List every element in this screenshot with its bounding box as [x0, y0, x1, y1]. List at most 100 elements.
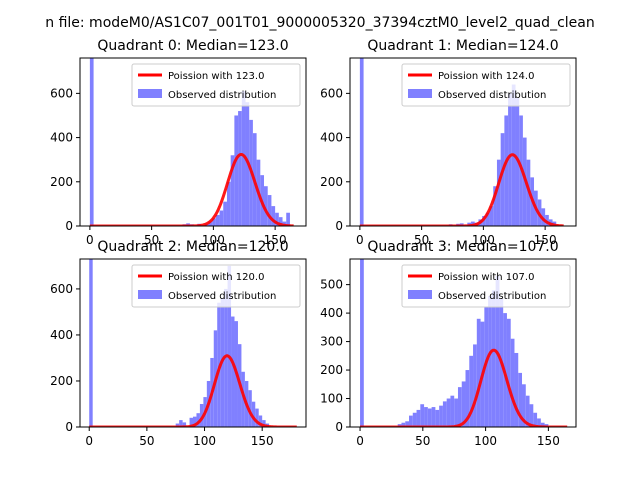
- y-tick-label: 200: [320, 363, 343, 377]
- x-tick-label: 150: [534, 233, 557, 247]
- histogram-bar: [518, 372, 523, 427]
- histogram-bar: [223, 201, 227, 226]
- plot-area: [88, 259, 298, 427]
- histogram-bar: [439, 405, 443, 427]
- histogram-bar: [267, 195, 272, 226]
- x-tick-label: 0: [356, 233, 364, 247]
- x-tick-label: 50: [139, 434, 154, 448]
- histogram-bar: [446, 398, 451, 427]
- poisson-curve: [88, 354, 298, 427]
- y-tick-label: 600: [50, 86, 73, 100]
- histogram-bar: [491, 290, 496, 427]
- histogram-bar: [482, 216, 486, 226]
- y-tick-label: 400: [320, 306, 343, 320]
- legend-frame: [401, 63, 571, 107]
- histogram-bar: [504, 115, 509, 226]
- histogram-bar: [241, 91, 246, 226]
- y-tick-label: 0: [335, 420, 343, 434]
- histogram-bar: [286, 212, 290, 226]
- histogram-bar: [493, 186, 497, 226]
- histogram-bar: [271, 206, 276, 226]
- subplot-title: Quadrant 2: Median=120.0: [97, 239, 288, 255]
- histogram-bar: [255, 408, 259, 427]
- legend-patch-swatch: [408, 89, 432, 98]
- subplot-title: Quadrant 0: Median=123.0: [97, 38, 288, 54]
- histogram-bar: [219, 210, 224, 226]
- y-tick-label: 200: [320, 175, 343, 189]
- legend-frame: [131, 63, 301, 107]
- figure-suptitle: n file: modeM0/AS1C07_001T01_9000005320_…: [45, 15, 594, 31]
- histogram-bar: [241, 371, 245, 427]
- histogram-bar: [431, 407, 436, 427]
- histogram-bar: [275, 212, 279, 226]
- histogram-bar: [264, 186, 268, 226]
- legend-patch-swatch: [138, 89, 162, 98]
- histogram-bar: [533, 412, 538, 427]
- histogram-bar: [427, 408, 432, 427]
- histogram-bar: [227, 265, 232, 427]
- legend-label-observed: Observed distribution: [168, 90, 276, 101]
- histogram-bar: [412, 412, 417, 427]
- histogram-bar: [424, 407, 428, 427]
- histogram-bar: [500, 133, 505, 226]
- legend: Poission with 107.0 Observed distribution: [401, 264, 571, 308]
- histogram-bar: [179, 420, 183, 427]
- histogram-bar: [208, 221, 213, 226]
- y-tick-label: 0: [335, 219, 343, 233]
- histogram-bar: [476, 318, 481, 427]
- x-tick-label: 0: [85, 434, 93, 448]
- histogram-bar: [278, 217, 283, 226]
- histogram-bar: [450, 395, 455, 427]
- histogram-bar: [262, 420, 266, 427]
- histogram-bar: [238, 111, 242, 226]
- histogram-bar: [540, 422, 545, 427]
- y-tick-label: 100: [320, 392, 343, 406]
- histogram-bar: [359, 58, 364, 226]
- x-tick-label: 150: [251, 434, 274, 448]
- legend-frame: [401, 264, 571, 308]
- histogram-bar: [224, 288, 228, 427]
- plot-area: [359, 259, 568, 427]
- x-tick-label: 100: [193, 434, 216, 448]
- y-tick-label: 500: [320, 278, 343, 292]
- histogram-bar: [488, 296, 492, 427]
- legend: Poission with 123.0 Observed distribution: [131, 63, 301, 107]
- histogram-bar: [496, 159, 501, 226]
- histogram-bar: [420, 404, 425, 427]
- histogram-bar: [454, 398, 458, 427]
- histogram-bar: [251, 401, 256, 427]
- subplot-title: Quadrant 1: Median=124.0: [367, 38, 558, 54]
- y-tick-label: 200: [50, 374, 73, 388]
- y-tick-label: 400: [320, 131, 343, 145]
- legend: Poission with 120.0 Observed distribution: [131, 264, 301, 308]
- legend: Poission with 124.0 Observed distribution: [401, 63, 571, 107]
- legend-label-poisson: Poission with 107.0: [438, 272, 534, 283]
- histogram-bar: [529, 404, 534, 427]
- y-tick-label: 400: [50, 131, 73, 145]
- histogram-bar: [537, 418, 541, 427]
- x-tick-label: 0: [356, 434, 364, 448]
- y-tick-label: 600: [50, 282, 73, 296]
- legend-label-observed: Observed distribution: [168, 291, 276, 302]
- x-tick-label: 100: [202, 233, 225, 247]
- histogram-bar: [525, 395, 530, 427]
- histogram-bar: [510, 338, 515, 427]
- histogram-bar: [508, 93, 512, 226]
- histogram-bar: [469, 355, 474, 427]
- x-tick-label: 50: [144, 233, 159, 247]
- histogram-bar: [212, 218, 216, 226]
- subplot-quadrant-2: Quadrant 2: Median=120.0 0 50 100 150 0 200 400…: [50, 239, 307, 448]
- histogram-bar: [230, 155, 235, 226]
- legend-label-poisson: Poission with 120.0: [168, 272, 264, 283]
- histogram-bar: [199, 403, 204, 427]
- legend-label-observed: Observed distribution: [438, 291, 546, 302]
- axes-frame: [349, 258, 577, 428]
- histogram-bar: [506, 318, 511, 427]
- histogram-bar: [485, 212, 490, 226]
- histogram-bar: [401, 422, 406, 427]
- histogram-bar: [473, 344, 477, 427]
- histogram-bar: [182, 422, 187, 427]
- legend-label-poisson: Poission with 124.0: [438, 71, 534, 82]
- subplot-grid: Quadrant 0: Median=123.0 0 50 100 150 0 200 400…: [50, 38, 577, 448]
- axes-frame: [79, 57, 307, 227]
